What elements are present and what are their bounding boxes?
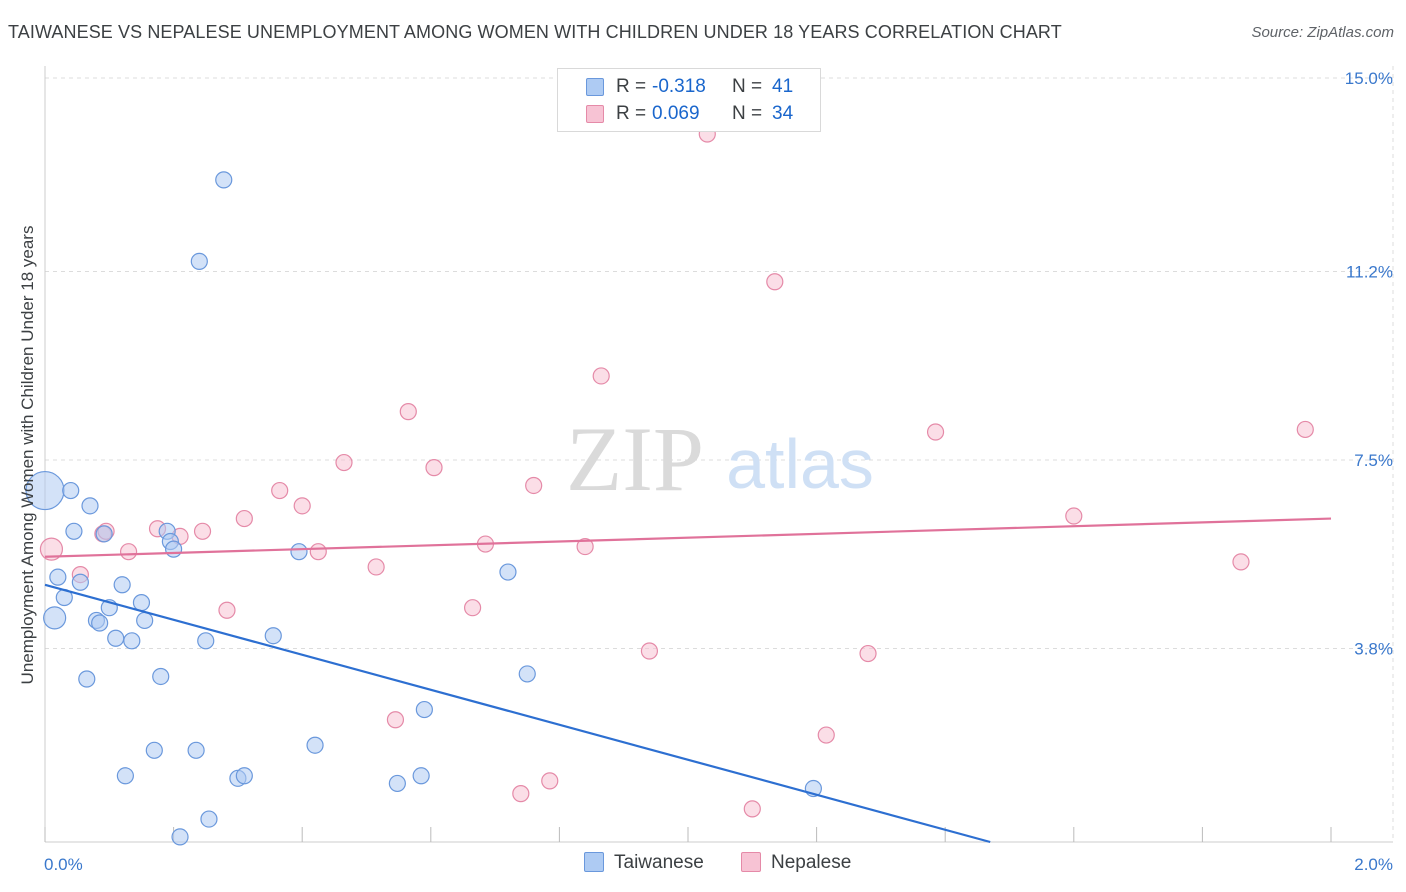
n-value: 41: [772, 76, 794, 97]
nepalese-point: [463, 599, 482, 617]
chart-title: TAIWANESE VS NEPALESE UNEMPLOYMENT AMONG…: [8, 22, 1062, 42]
nepalese-point: [859, 644, 877, 663]
watermark-zip: ZIP: [566, 408, 704, 510]
taiwanese-point: [132, 594, 151, 612]
taiwanese-swatch: [584, 852, 604, 872]
nepalese-point: [293, 497, 311, 515]
taiwanese-point: [499, 563, 517, 581]
taiwanese-point: [62, 481, 80, 500]
nepalese-point: [235, 509, 253, 528]
taiwanese-point: [412, 767, 430, 785]
taiwanese-point: [306, 736, 324, 754]
taiwanese-point: [71, 573, 89, 591]
watermark-atlas: atlas: [726, 425, 874, 503]
trend-lines: [44, 517, 1332, 844]
tick-labels: 3.8% 7.5% 11.2% 15.0% 0.0% 2.0%: [44, 69, 1393, 874]
taiwanese-point: [65, 522, 83, 540]
nepalese-point: [525, 476, 543, 495]
taiwanese-trend-line: [44, 583, 991, 844]
nepalese-point: [119, 543, 138, 561]
taiwanese-point: [264, 627, 282, 645]
nepalese-point: [367, 558, 385, 576]
x-tick-label: 0.0%: [44, 855, 83, 874]
r-value: -0.318: [652, 76, 706, 97]
taiwanese-point: [200, 810, 218, 828]
taiwanese-point: [49, 568, 67, 586]
taiwanese-point: [171, 828, 189, 846]
correlation-legend: R = -0.318 N = 41 R = 0.069 N = 34: [557, 68, 821, 132]
taiwanese-point: [165, 540, 183, 558]
y-tick-label: 3.8%: [1354, 639, 1393, 658]
nepalese-point: [766, 273, 784, 291]
taiwanese-point: [136, 611, 154, 630]
taiwanese-point: [415, 700, 433, 719]
legend-label-taiwanese: Taiwanese: [614, 852, 704, 873]
legend-label-nepalese: Nepalese: [771, 852, 852, 873]
taiwanese-point: [113, 576, 131, 594]
taiwanese-point: [152, 667, 170, 686]
taiwanese-point: [107, 629, 125, 647]
taiwanese-point: [123, 632, 141, 650]
nepalese-point: [399, 403, 417, 421]
nepalese-trend-line: [44, 517, 1332, 558]
nepalese-point: [1232, 553, 1250, 571]
nepalese-point: [541, 772, 559, 790]
taiwanese-point: [290, 543, 308, 561]
n-label: N =: [732, 103, 763, 124]
x-tick-label: 2.0%: [1354, 855, 1393, 874]
nepalese-point: [926, 423, 945, 441]
taiwanese-point: [388, 774, 406, 793]
taiwanese-point: [78, 670, 96, 688]
zipatlas-watermark: ZIP atlas: [566, 408, 874, 510]
nepalese-point: [1296, 420, 1314, 439]
r-label: R =: [616, 76, 647, 97]
nepalese-point: [640, 642, 659, 660]
y-axis-label: Unemployment Among Women with Children U…: [18, 225, 37, 685]
taiwanese-point: [197, 632, 215, 650]
y-tick-label: 15.0%: [1345, 69, 1393, 88]
nepalese-point: [309, 543, 327, 561]
grid-lines: [45, 66, 1394, 842]
nepalese-point: [193, 522, 212, 540]
legend-item-taiwanese[interactable]: Taiwanese: [584, 852, 704, 874]
nepalese-point: [592, 367, 610, 385]
r-value: 0.069: [652, 103, 700, 124]
taiwanese-point: [190, 252, 208, 270]
y-tick-label: 11.2%: [1346, 263, 1393, 282]
nepalese-point: [386, 711, 405, 729]
taiwanese-point: [43, 606, 67, 630]
legend-item-nepalese[interactable]: Nepalese: [741, 852, 851, 874]
taiwanese-point: [116, 767, 134, 785]
nepalese-point: [743, 800, 761, 818]
y-tick-label: 7.5%: [1354, 451, 1393, 470]
taiwanese-point: [187, 741, 205, 759]
nepalese-swatch: [586, 105, 604, 123]
r-label: R =: [616, 103, 647, 124]
taiwanese-point: [91, 614, 109, 632]
nepalese-point: [817, 726, 835, 744]
nepalese-point: [512, 785, 530, 803]
n-value: 34: [772, 103, 794, 124]
taiwanese-swatch: [586, 78, 604, 96]
nepalese-point: [218, 601, 236, 619]
taiwanese-point: [81, 497, 99, 515]
taiwanese-point: [235, 767, 253, 785]
source-label[interactable]: Source: ZipAtlas.com: [1251, 24, 1394, 41]
taiwanese-point: [215, 171, 233, 189]
nepalese-point: [39, 537, 64, 561]
n-label: N =: [732, 76, 763, 97]
nepalese-swatch: [741, 852, 761, 872]
taiwanese-point: [145, 741, 163, 759]
nepalese-point: [576, 537, 594, 556]
taiwanese-point: [518, 665, 536, 683]
axes: [44, 66, 1393, 843]
nepalese-point: [1065, 507, 1083, 525]
nepalese-point: [271, 481, 289, 500]
taiwanese-point: [95, 525, 113, 543]
nepalese-point: [335, 453, 353, 472]
nepalese-point: [425, 459, 443, 477]
